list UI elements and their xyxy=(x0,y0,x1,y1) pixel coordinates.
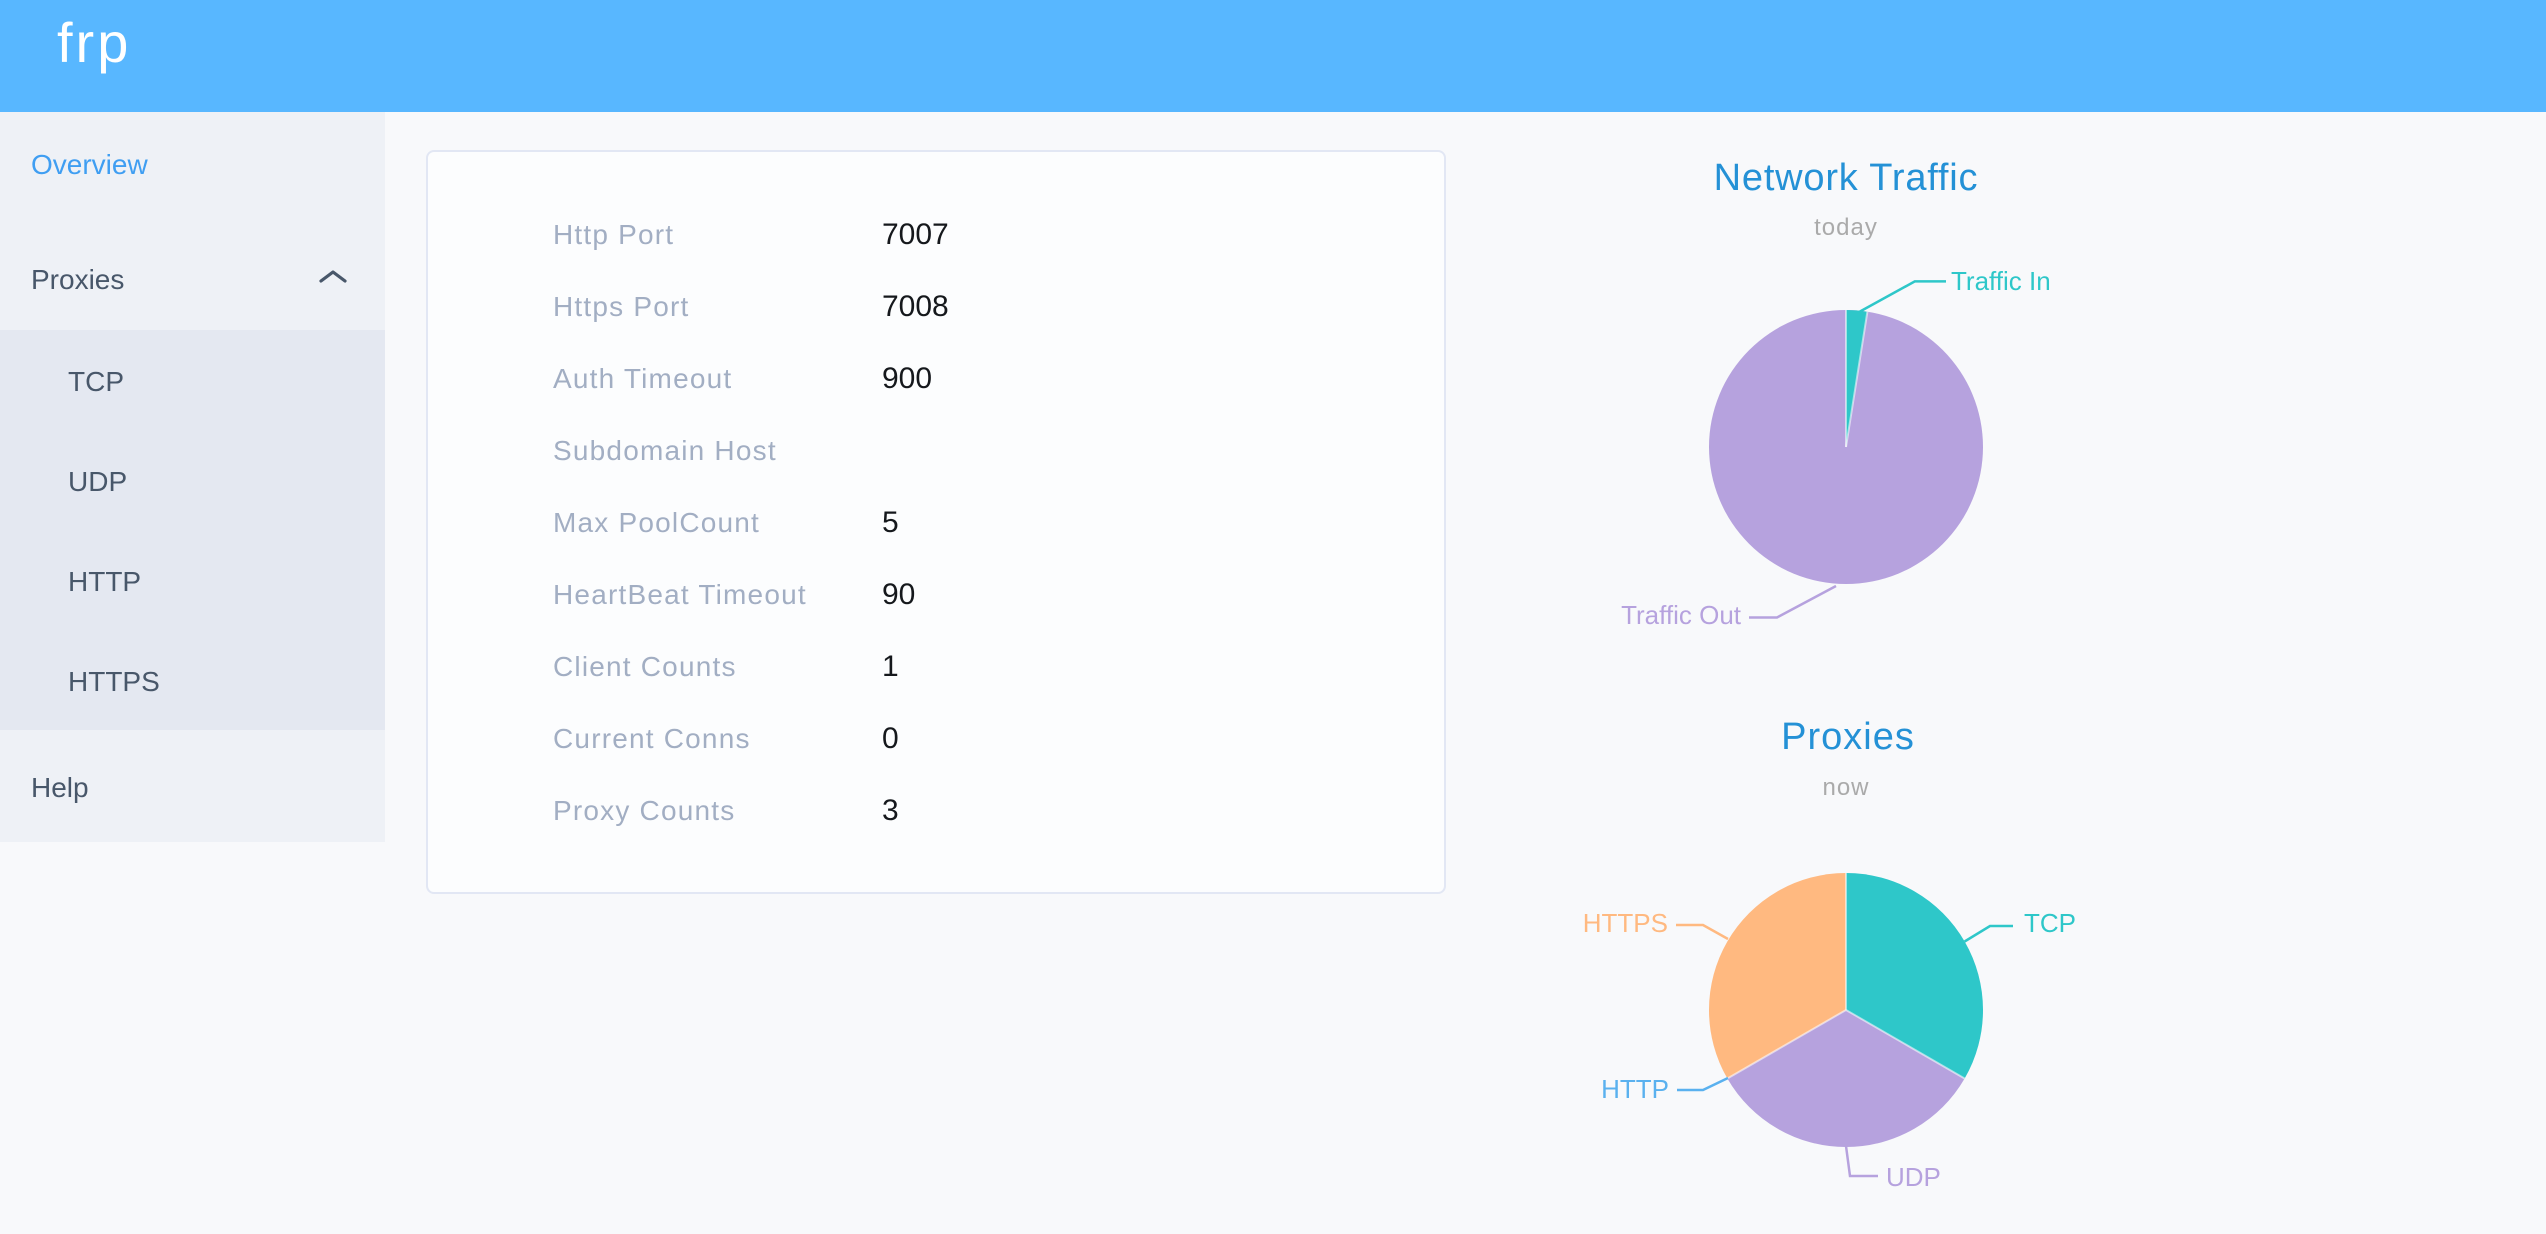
svg-text:today: today xyxy=(1814,214,1878,241)
svg-text:Traffic Out: Traffic Out xyxy=(1621,600,1742,630)
svg-text:TCP: TCP xyxy=(2024,908,2076,938)
svg-text:Proxies: Proxies xyxy=(1781,716,1915,758)
svg-text:Network Traffic: Network Traffic xyxy=(1714,157,1979,199)
svg-text:HTTPS: HTTPS xyxy=(1583,908,1668,938)
svg-text:UDP: UDP xyxy=(1886,1162,1941,1192)
svg-text:now: now xyxy=(1822,774,1869,801)
svg-text:HTTP: HTTP xyxy=(1601,1074,1669,1104)
svg-text:Traffic In: Traffic In xyxy=(1951,266,2051,296)
